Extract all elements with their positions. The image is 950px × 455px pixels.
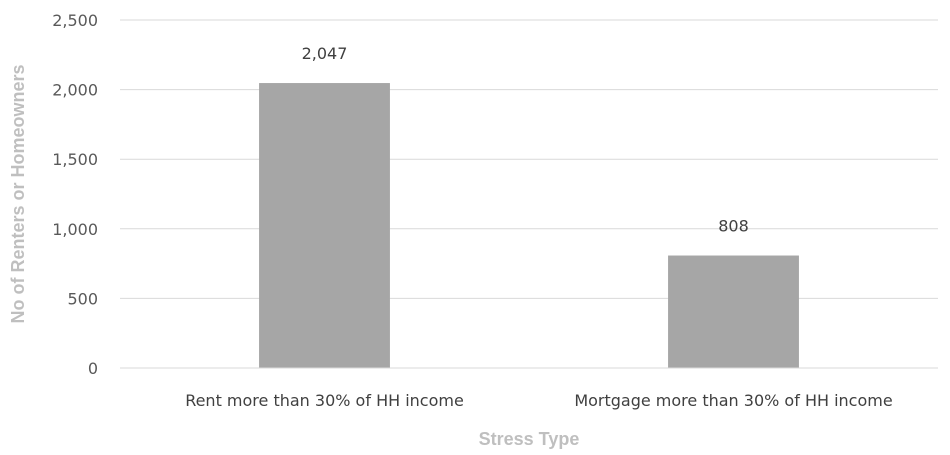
x-tick-label: Rent more than 30% of HH income — [185, 391, 464, 410]
y-tick-label: 2,500 — [52, 11, 98, 30]
y-tick-label: 1,000 — [52, 220, 98, 239]
x-axis-title: Stress Type — [479, 429, 580, 449]
x-axis-category-labels: Rent more than 30% of HH income Mortgage … — [185, 391, 893, 410]
y-tick-label: 1,500 — [52, 150, 98, 169]
data-label: 808 — [718, 217, 749, 236]
gridlines — [120, 19, 938, 299]
data-labels: 2,047 808 — [302, 44, 749, 235]
bar — [259, 83, 390, 368]
y-tick-label: 500 — [67, 289, 98, 308]
y-axis-tick-labels: 0 500 1,000 1,500 2,000 2,500 — [52, 11, 98, 378]
y-tick-label: 2,000 — [52, 81, 98, 100]
data-label: 2,047 — [302, 44, 348, 63]
x-tick-label: Mortgage more than 30% of HH income — [574, 391, 892, 410]
bar — [668, 255, 799, 368]
y-axis-title: No of Renters or Homeowners — [8, 64, 28, 323]
bars — [259, 83, 799, 368]
y-tick-label: 0 — [88, 359, 98, 378]
